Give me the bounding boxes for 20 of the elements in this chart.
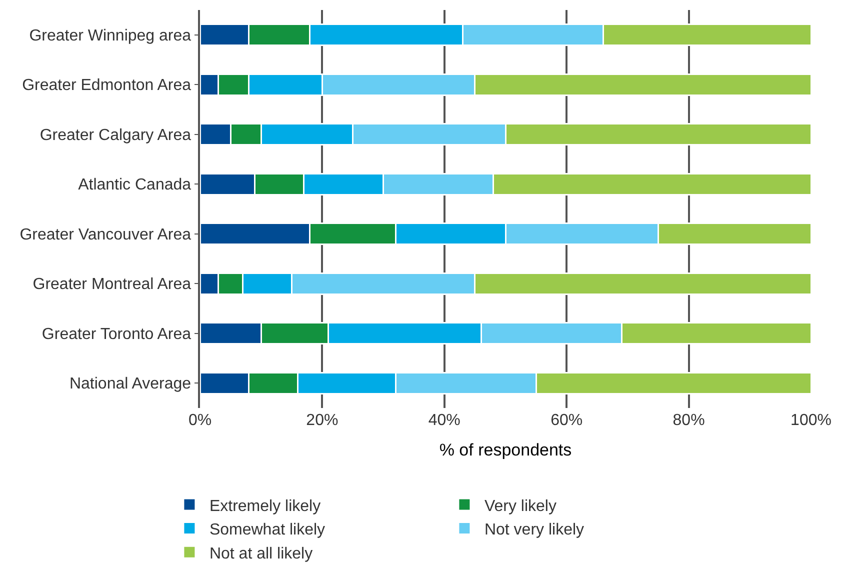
x-tick-label: 20%	[306, 412, 338, 429]
legend-label: Extremely likely	[209, 498, 321, 515]
legend-label: Not at all likely	[209, 545, 313, 562]
x-tick-label: 60%	[550, 412, 583, 429]
y-tick-label: Greater Toronto Area	[42, 326, 192, 343]
legend-label: Somewhat likely	[209, 522, 326, 539]
legend-label: Not very likely	[484, 522, 584, 539]
x-tick-label: 0%	[188, 412, 212, 429]
y-tick-label: Greater Calgary Area	[40, 126, 192, 144]
y-tick-label: Greater Winnipeg area	[29, 27, 192, 44]
y-tick-label: National Average	[69, 376, 192, 393]
x-tick-label: 80%	[672, 412, 705, 429]
y-tick-label: Greater Vancouver Area	[20, 226, 192, 244]
legend-label: Very likely	[484, 498, 556, 515]
x-tick-label: 40%	[428, 412, 460, 429]
x-axis-title: % of respondents	[439, 440, 572, 460]
y-tick-label: Greater Montreal Area	[32, 276, 192, 294]
y-tick-label: Atlantic Canada	[78, 176, 192, 194]
x-tick-label: 100%	[790, 412, 832, 429]
y-tick-label: Greater Edmonton Area	[22, 77, 192, 94]
